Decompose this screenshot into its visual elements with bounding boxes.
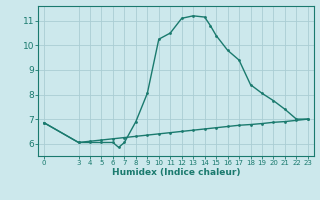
X-axis label: Humidex (Indice chaleur): Humidex (Indice chaleur)	[112, 168, 240, 177]
